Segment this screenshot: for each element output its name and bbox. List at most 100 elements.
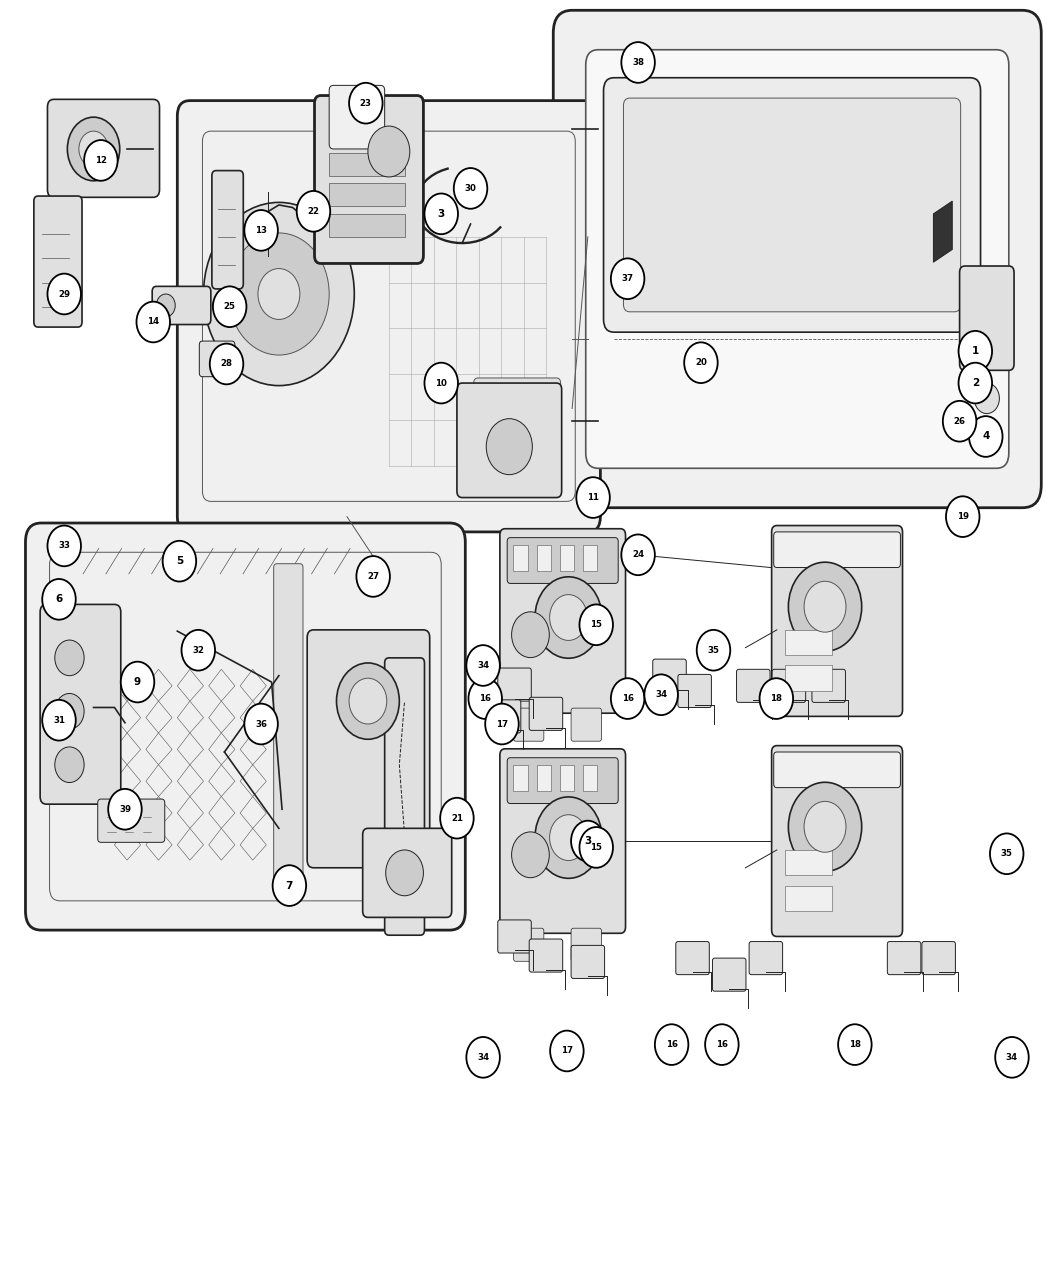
Bar bbox=[785, 630, 833, 655]
Text: 34: 34 bbox=[477, 1053, 489, 1062]
Text: 35: 35 bbox=[708, 645, 719, 655]
Circle shape bbox=[424, 362, 458, 403]
FancyBboxPatch shape bbox=[624, 98, 961, 312]
Text: 34: 34 bbox=[1006, 1053, 1018, 1062]
Circle shape bbox=[990, 834, 1024, 875]
Bar bbox=[329, 184, 404, 207]
Bar bbox=[560, 546, 574, 571]
FancyBboxPatch shape bbox=[571, 928, 602, 961]
FancyBboxPatch shape bbox=[513, 928, 544, 961]
Circle shape bbox=[273, 866, 307, 907]
FancyBboxPatch shape bbox=[34, 196, 82, 328]
Circle shape bbox=[534, 797, 602, 878]
Circle shape bbox=[336, 663, 399, 739]
FancyBboxPatch shape bbox=[474, 377, 561, 464]
Polygon shape bbox=[933, 201, 952, 263]
Text: 27: 27 bbox=[368, 572, 379, 581]
FancyBboxPatch shape bbox=[529, 697, 563, 731]
Circle shape bbox=[210, 344, 244, 384]
Circle shape bbox=[466, 645, 500, 686]
Circle shape bbox=[534, 576, 602, 658]
FancyBboxPatch shape bbox=[678, 674, 712, 708]
Circle shape bbox=[297, 191, 330, 232]
Circle shape bbox=[969, 416, 1003, 456]
FancyBboxPatch shape bbox=[47, 99, 160, 198]
Circle shape bbox=[511, 612, 549, 658]
Text: 34: 34 bbox=[477, 660, 489, 669]
Bar bbox=[583, 546, 597, 571]
Text: 13: 13 bbox=[255, 226, 267, 235]
FancyBboxPatch shape bbox=[507, 757, 618, 803]
FancyBboxPatch shape bbox=[40, 604, 121, 805]
FancyBboxPatch shape bbox=[513, 708, 544, 741]
Circle shape bbox=[995, 1037, 1029, 1077]
Text: 39: 39 bbox=[119, 805, 131, 813]
Bar bbox=[329, 214, 404, 237]
FancyBboxPatch shape bbox=[887, 941, 921, 974]
FancyBboxPatch shape bbox=[212, 171, 244, 289]
Circle shape bbox=[79, 131, 108, 167]
Circle shape bbox=[580, 827, 613, 868]
FancyBboxPatch shape bbox=[274, 564, 303, 890]
Circle shape bbox=[47, 525, 81, 566]
Circle shape bbox=[42, 579, 76, 620]
Circle shape bbox=[245, 704, 278, 745]
Text: 36: 36 bbox=[255, 719, 267, 728]
FancyBboxPatch shape bbox=[571, 945, 605, 978]
FancyBboxPatch shape bbox=[772, 669, 805, 703]
FancyBboxPatch shape bbox=[812, 669, 845, 703]
Text: 4: 4 bbox=[982, 431, 989, 441]
Text: 21: 21 bbox=[450, 813, 463, 822]
Text: 6: 6 bbox=[56, 594, 63, 604]
FancyBboxPatch shape bbox=[498, 921, 531, 952]
FancyBboxPatch shape bbox=[529, 938, 563, 972]
Text: 31: 31 bbox=[52, 715, 65, 724]
Circle shape bbox=[163, 541, 196, 581]
Text: 2: 2 bbox=[971, 379, 979, 388]
Text: 28: 28 bbox=[220, 360, 232, 368]
Circle shape bbox=[368, 126, 410, 177]
FancyBboxPatch shape bbox=[571, 708, 602, 741]
FancyBboxPatch shape bbox=[487, 700, 521, 733]
FancyBboxPatch shape bbox=[586, 50, 1009, 468]
Circle shape bbox=[84, 140, 118, 181]
FancyBboxPatch shape bbox=[177, 101, 601, 532]
Circle shape bbox=[622, 42, 655, 83]
Circle shape bbox=[55, 640, 84, 676]
Text: 7: 7 bbox=[286, 881, 293, 890]
Circle shape bbox=[245, 210, 278, 251]
Text: 29: 29 bbox=[58, 289, 70, 298]
Circle shape bbox=[136, 302, 170, 343]
Text: 24: 24 bbox=[632, 551, 644, 560]
FancyBboxPatch shape bbox=[749, 941, 782, 974]
Circle shape bbox=[706, 1024, 738, 1065]
Text: 15: 15 bbox=[590, 620, 602, 630]
Circle shape bbox=[440, 798, 474, 839]
Text: 3: 3 bbox=[438, 209, 445, 219]
Bar bbox=[329, 153, 404, 176]
Circle shape bbox=[108, 789, 142, 830]
Text: 17: 17 bbox=[496, 719, 508, 728]
FancyBboxPatch shape bbox=[500, 748, 626, 933]
Text: 14: 14 bbox=[147, 317, 160, 326]
Circle shape bbox=[213, 287, 247, 328]
FancyBboxPatch shape bbox=[772, 525, 903, 717]
Circle shape bbox=[974, 382, 1000, 413]
Circle shape bbox=[959, 332, 992, 371]
FancyBboxPatch shape bbox=[604, 78, 981, 333]
Text: 1: 1 bbox=[971, 347, 979, 356]
Text: 18: 18 bbox=[848, 1040, 861, 1049]
Text: 16: 16 bbox=[716, 1040, 728, 1049]
Text: 38: 38 bbox=[632, 57, 644, 68]
Circle shape bbox=[42, 700, 76, 741]
Circle shape bbox=[468, 678, 502, 719]
Bar bbox=[513, 765, 528, 790]
Circle shape bbox=[685, 343, 718, 382]
Circle shape bbox=[466, 1037, 500, 1077]
Circle shape bbox=[571, 821, 605, 862]
Circle shape bbox=[356, 556, 390, 597]
Circle shape bbox=[258, 269, 300, 320]
Bar bbox=[583, 765, 597, 790]
Circle shape bbox=[804, 802, 846, 852]
Text: 33: 33 bbox=[58, 542, 70, 551]
